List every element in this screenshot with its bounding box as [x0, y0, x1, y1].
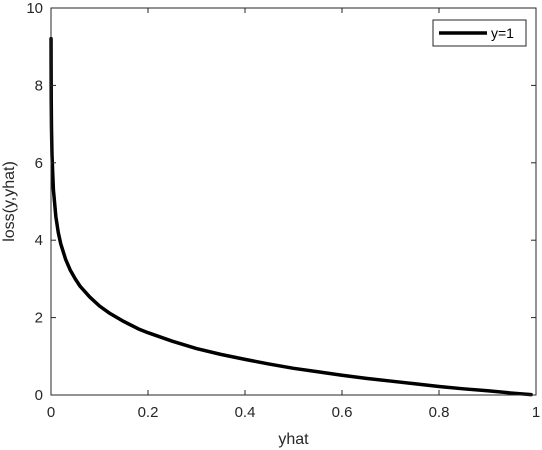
plot-background [51, 8, 536, 395]
y-tick-label: 10 [26, 0, 43, 17]
series-line-0 [49, 36, 533, 397]
x-tick-label: 0 [47, 404, 55, 421]
legend-label: y=1 [491, 25, 514, 41]
series-layer [49, 36, 533, 397]
x-tick-label: 0.6 [332, 404, 353, 421]
x-tick-label: 0.2 [138, 404, 159, 421]
y-tick-label: 6 [35, 155, 43, 172]
y-axis-label: loss(y,yhat) [1, 161, 18, 242]
y-tick-label: 8 [35, 77, 43, 94]
x-tick-label: 1 [532, 404, 540, 421]
x-tick-label: 0.8 [429, 404, 450, 421]
y-tick-label: 2 [35, 310, 43, 327]
legend: y=1 [432, 19, 527, 47]
x-tick-label: 0.4 [235, 404, 256, 421]
y-tick-label: 0 [35, 387, 43, 404]
y-tick-label: 4 [35, 232, 43, 249]
axes-box [50, 7, 537, 396]
plot-area [51, 8, 536, 395]
x-axis-label: yhat [278, 431, 309, 448]
